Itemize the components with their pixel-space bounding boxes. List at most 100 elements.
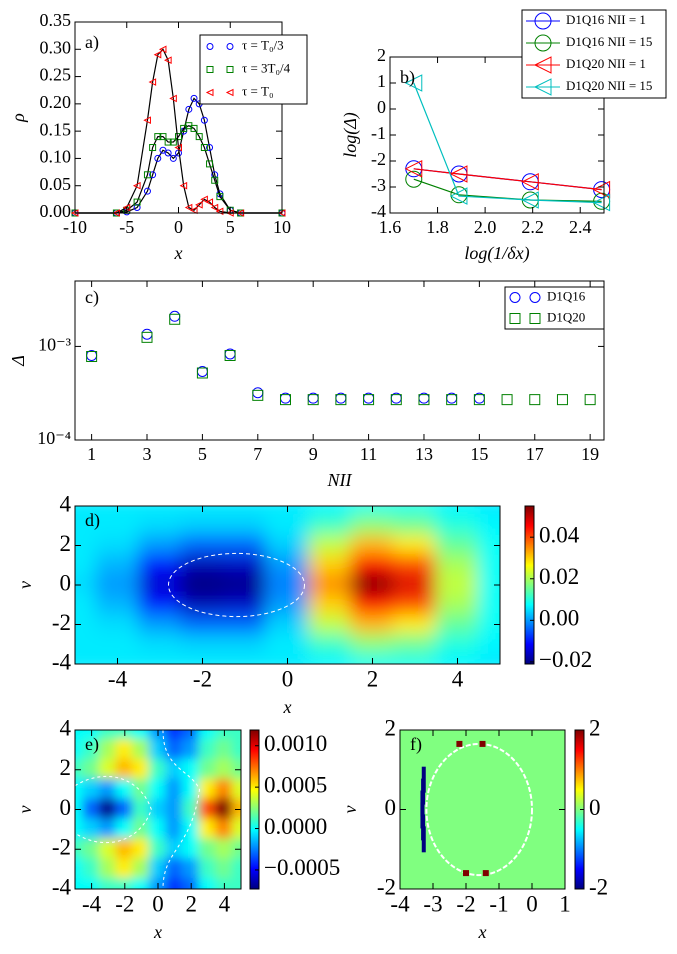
heat-cell: [132, 858, 151, 881]
heat-cell: [181, 838, 201, 861]
series-line: [75, 97, 282, 214]
y-tick-label: 1: [377, 71, 386, 91]
legend: [504, 286, 605, 330]
heat-cell: [435, 554, 480, 577]
heat-cell: [307, 554, 353, 577]
x-axis-label: x: [174, 243, 183, 263]
panel-label: a): [85, 32, 99, 53]
y-tick-label: 0: [377, 97, 386, 117]
marker: [133, 198, 141, 206]
x-tick-label: 5: [198, 444, 207, 464]
heat-cell: [477, 534, 500, 557]
marker: [449, 187, 468, 205]
heat-cell: [180, 574, 225, 596]
heat-cell: [75, 858, 85, 881]
heat-cell: [82, 758, 101, 781]
background: [400, 730, 565, 889]
y-tick-label: 2: [377, 45, 386, 65]
heat-cell: [98, 798, 118, 821]
legend: [521, 9, 667, 99]
heat-cell: [231, 730, 241, 741]
y-tick-label: -2: [52, 835, 71, 860]
heat-cell: [350, 633, 395, 656]
marker: [195, 133, 203, 141]
marker: [169, 94, 177, 103]
marker: [405, 170, 423, 188]
marker: [211, 171, 219, 179]
x-tick-label: -1: [489, 891, 508, 916]
heat-cell: [132, 838, 151, 861]
heat-cell: [477, 514, 500, 537]
marker: [174, 143, 182, 152]
marker: [141, 331, 153, 343]
marker: [205, 88, 214, 97]
heat-cell: [307, 593, 353, 616]
legend-label: τ = T₀/3: [242, 37, 284, 52]
heat-cell: [132, 818, 151, 841]
marker: [179, 181, 188, 190]
marker: [164, 56, 172, 65]
heat-cell: [181, 818, 201, 841]
cell: [482, 870, 489, 877]
marker: [190, 94, 198, 102]
colorbar-tick-label: 0.02: [539, 564, 579, 589]
heat-cell: [392, 613, 438, 636]
heat-cell: [165, 838, 184, 861]
heat-cell: [265, 554, 310, 577]
x-tick-label: 0: [282, 666, 294, 691]
colorbar-tick-label: 0: [589, 795, 601, 820]
x-tick-label: -4: [390, 891, 410, 916]
y-tick-label: -2: [52, 610, 71, 635]
heat-cell: [95, 514, 140, 537]
y-tick-label: 0.25: [40, 65, 72, 85]
heat-cell: [435, 514, 480, 537]
heat-cell: [392, 534, 438, 557]
heat-cell: [75, 778, 85, 801]
heat-cell: [435, 534, 480, 557]
heat-cell: [180, 534, 225, 557]
marker: [252, 389, 264, 401]
marker: [509, 292, 521, 303]
x-tick-label: 19: [581, 444, 599, 464]
y-axis-label: v: [15, 806, 35, 814]
x-tick-label: 9: [309, 444, 318, 464]
y-tick-label: -4: [52, 874, 72, 899]
heat-cell: [148, 818, 168, 841]
heat-cell: [435, 633, 480, 656]
heat-cell: [350, 514, 395, 537]
marker: [189, 206, 198, 215]
heat-cell: [75, 593, 98, 616]
x-tick-label: -2: [456, 891, 475, 916]
heat-cell: [137, 506, 183, 517]
heat-cell: [222, 506, 268, 517]
heat-cell: [82, 838, 101, 861]
series-line: [413, 178, 602, 202]
heat-cell: [350, 593, 395, 616]
x-tick-label: -2: [115, 891, 134, 916]
y-tick-label: -2: [371, 149, 386, 169]
colorbar-tick-label: 0.0000: [264, 814, 327, 839]
x-tick-label: 1: [559, 891, 571, 916]
heat-cell: [165, 858, 184, 881]
heat-cell: [82, 798, 101, 821]
marker: [418, 394, 430, 406]
heat-cell: [148, 778, 168, 801]
marker: [169, 138, 177, 146]
heat-cell: [307, 514, 353, 537]
heat-cell: [165, 798, 184, 821]
heat-cell: [231, 858, 241, 881]
heat-cell: [392, 633, 438, 656]
heat-cell: [215, 738, 234, 761]
heat-cell: [307, 613, 353, 636]
marker: [335, 394, 347, 406]
x-tick-label: 2.2: [521, 217, 544, 237]
marker: [252, 387, 264, 399]
heat-cell: [231, 738, 241, 761]
x-tick-label: -4: [108, 666, 128, 691]
heat-cell: [137, 554, 183, 577]
marker: [206, 66, 214, 73]
heat-cell: [82, 858, 101, 881]
ring: [425, 742, 534, 877]
heat-cell: [98, 858, 118, 881]
